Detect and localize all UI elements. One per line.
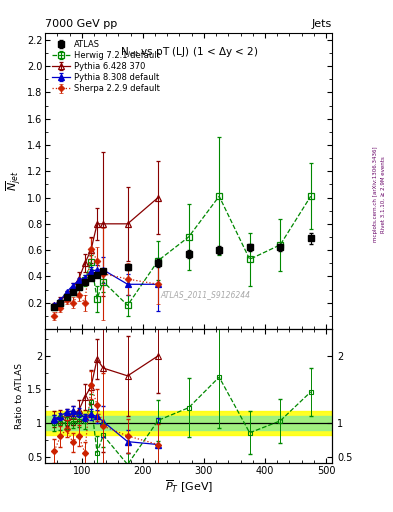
Text: mcplots.cern.ch [arXiv:1306.3436]: mcplots.cern.ch [arXiv:1306.3436] <box>373 147 378 242</box>
Text: ATLAS_2011_S9126244: ATLAS_2011_S9126244 <box>161 290 251 300</box>
Text: Jets: Jets <box>312 19 332 29</box>
Text: N$_{jet}$ vs pT (LJ) (1 < $\Delta$y < 2): N$_{jet}$ vs pT (LJ) (1 < $\Delta$y < 2) <box>119 45 258 59</box>
Text: Rivet 3.1.10, ≥ 2.9M events: Rivet 3.1.10, ≥ 2.9M events <box>381 156 386 233</box>
Y-axis label: $\overline{N}_{jet}$: $\overline{N}_{jet}$ <box>5 171 24 191</box>
Bar <box>45 411 332 435</box>
Y-axis label: Ratio to ATLAS: Ratio to ATLAS <box>15 363 24 429</box>
Bar <box>45 416 332 430</box>
X-axis label: $\overline{P}_T$ [GeV]: $\overline{P}_T$ [GeV] <box>165 479 213 496</box>
Legend: ATLAS, Herwig 7.2.1 default, Pythia 6.428 370, Pythia 8.308 default, Sherpa 2.2.: ATLAS, Herwig 7.2.1 default, Pythia 6.42… <box>50 37 163 96</box>
Text: 7000 GeV pp: 7000 GeV pp <box>45 19 118 29</box>
